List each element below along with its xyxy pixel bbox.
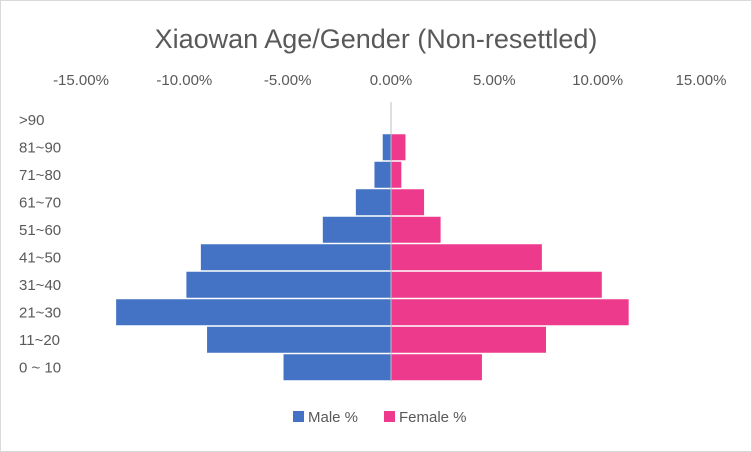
y-tick-label: 81~90 [19,139,61,156]
female-bar [391,161,402,188]
x-tick-label: 15.00% [676,72,727,89]
female-bar [391,216,441,243]
x-tick-label: -5.00% [264,72,312,89]
legend-label: Female % [399,409,467,426]
x-tick-label: -15.00% [53,72,109,89]
female-bar [391,134,406,161]
y-tick-label: 0 ~ 10 [19,359,61,376]
male-bar [382,134,391,161]
male-bar [116,299,391,326]
male-bar [322,216,391,243]
female-bar [391,326,546,353]
x-tick-label: 5.00% [473,72,516,89]
chart-title: Xiaowan Age/Gender (Non-resettled) [155,24,598,54]
legend-swatch [293,411,304,422]
y-tick-label: 11~20 [19,332,60,349]
male-bar [207,326,391,353]
female-bar [391,189,425,216]
x-tick-label: 10.00% [572,72,623,89]
x-tick-label: -10.00% [156,72,212,89]
y-tick-label: >90 [19,112,44,129]
bars [116,134,629,381]
male-bar [355,189,391,216]
y-tick-label: 71~80 [19,167,61,184]
female-bar [391,244,542,271]
legend-swatch [384,411,395,422]
male-bar [186,271,391,298]
female-bar [391,354,482,381]
male-bar [283,354,391,381]
male-bar [200,244,391,271]
y-axis-ticks: 0 ~ 10 11~20 21~30 31~40 41~50 51~60 61~70 71~8… [19,112,61,377]
female-bar [391,299,629,326]
y-tick-label: 51~60 [19,222,61,239]
legend-label: Male % [308,409,358,426]
x-tick-label: 0.00% [370,72,413,89]
male-bar [374,161,391,188]
female-bar [391,271,602,298]
y-tick-label: 31~40 [19,277,61,294]
legend: Male % Female % [293,409,467,426]
y-tick-label: 21~30 [19,304,61,321]
y-tick-label: 61~70 [19,194,61,211]
y-tick-label: 41~50 [19,249,61,266]
x-axis-ticks: -15.00% -10.00% -5.00% 0.00% 5.00% 10.00% 15.0… [53,72,726,89]
